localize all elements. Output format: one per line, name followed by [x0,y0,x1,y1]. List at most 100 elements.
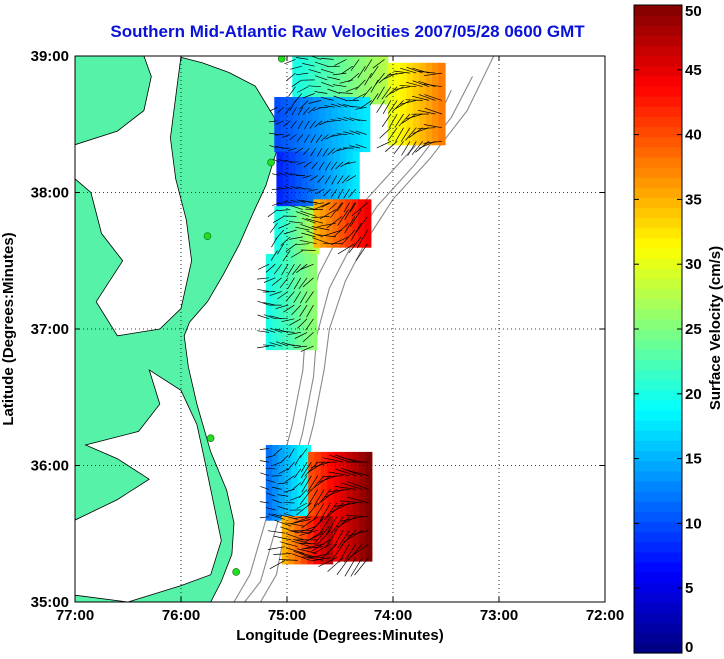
velocity-cell [320,151,328,159]
velocity-cell [327,185,335,194]
velocity-vector [343,131,354,135]
velocity-vector [393,86,411,91]
velocity-vector [343,202,350,213]
chart-title: Southern Mid-Atlantic Raw Velocities 200… [110,22,585,41]
velocity-cell [294,543,302,551]
velocity-cell [365,499,373,507]
velocity-cell [359,547,367,555]
velocity-cell [318,137,326,146]
velocity-vector [263,302,276,306]
colorbar-step [634,197,682,209]
velocity-vector [301,516,318,529]
velocity-cell [289,185,297,194]
colorbar-step [634,551,682,563]
velocity-cell [288,516,296,524]
velocity-cell [274,144,282,153]
velocity-cell [425,76,433,84]
velocity-cell [308,458,316,467]
colorbar-step [634,177,682,188]
velocity-cell [355,76,363,84]
velocity-cell [276,151,284,159]
velocity-cell [346,458,354,467]
velocity-cell [272,329,280,337]
velocity-vector [313,502,325,521]
velocity-vector [346,529,369,537]
velocity-cell [351,206,359,214]
velocity-vector [257,288,270,292]
velocity-cell [265,506,273,514]
velocity-cell [438,83,446,91]
velocity-cell [400,137,408,146]
velocity-cell [352,520,360,528]
velocity-cell [349,90,357,98]
colorbar-step [634,369,682,381]
velocity-cell [274,219,282,228]
velocity-cell [301,178,309,187]
velocity-cell [293,110,301,118]
velocity-cell [425,69,433,78]
colorbar-step [634,521,682,533]
colorbar-step [634,632,682,644]
colorbar-step [634,318,682,330]
velocity-cell [291,322,299,330]
velocity-vector [337,243,355,255]
velocity-cell [276,165,284,173]
velocity-cell [287,213,294,221]
velocity-vector [287,461,295,471]
velocity-cell [282,185,290,194]
velocity-cell [362,83,370,91]
velocity-cell [394,62,402,71]
velocity-vector [395,127,404,142]
velocity-cell [346,185,354,194]
velocity-cell [295,199,303,207]
velocity-cell [406,83,414,91]
velocity-cell [375,83,382,91]
velocity-cell [287,110,294,118]
velocity-cell [438,137,446,146]
velocity-cell [298,83,306,91]
velocity-vector [398,113,411,127]
velocity-vector [322,147,329,157]
velocity-cell [364,206,372,214]
velocity-cell [293,97,301,105]
velocity-cell [425,62,433,71]
velocity-cell [345,199,353,207]
velocity-cell [406,103,414,112]
velocity-cell [338,206,346,214]
velocity-cell [327,465,335,473]
velocity-cell [291,281,299,289]
radar-station-marker [206,434,215,443]
velocity-vector [305,318,314,331]
velocity-cell [352,451,360,460]
velocity-cell [350,144,358,153]
velocity-cell [287,97,294,105]
velocity-cell [284,315,292,323]
velocity-cell [352,458,360,467]
velocity-cell [406,90,414,98]
velocity-cell [419,131,427,139]
velocity-cell [406,97,414,105]
velocity-vector [295,516,308,519]
velocity-vector [376,140,392,149]
velocity-cell [308,465,316,473]
velocity-cell [294,557,302,565]
velocity-vector [417,70,436,74]
velocity-cell [308,492,316,501]
velocity-cell [438,69,446,78]
velocity-cell [333,479,341,487]
velocity-cell [381,76,389,84]
velocity-cell [299,247,307,255]
velocity-cell [340,554,347,562]
velocity-cell [319,557,327,565]
velocity-vector [344,543,357,563]
velocity-cell [306,103,314,112]
velocity-region-6 [265,253,318,351]
velocity-cell [365,513,373,521]
velocity-cell [278,451,286,460]
velocity-cell [432,76,440,84]
velocity-cell [394,117,402,125]
velocity-cell [312,124,320,132]
velocity-cell [331,117,339,125]
velocity-cell [291,492,299,501]
velocity-vector [273,553,292,555]
